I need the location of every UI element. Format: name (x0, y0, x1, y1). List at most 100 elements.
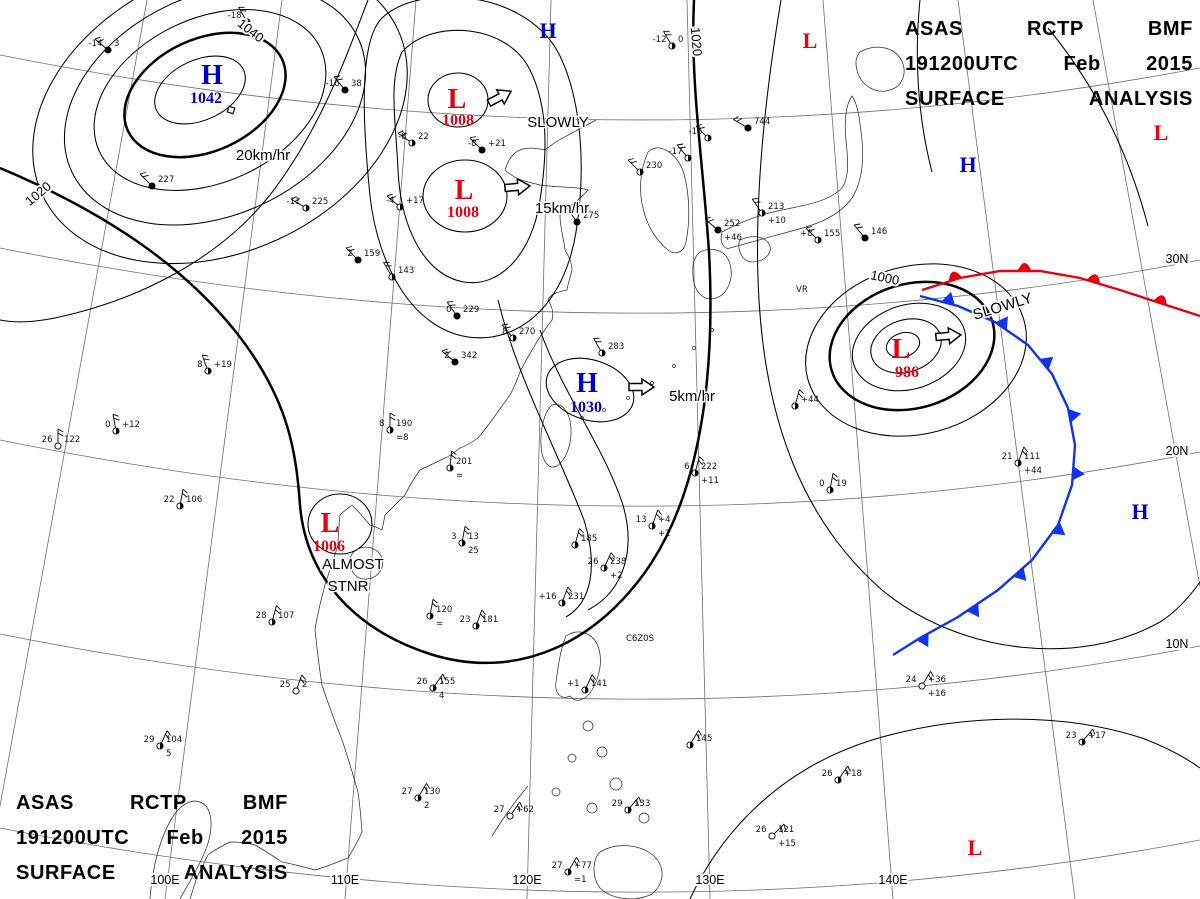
station-value-right: 190 (396, 419, 412, 429)
station-value-right: 143 (398, 266, 414, 276)
title-word: 2015 (1146, 53, 1193, 75)
station-value-left: +8 (800, 229, 813, 239)
station-plot: 27 +62 (494, 801, 534, 820)
title-word: BMF (242, 792, 288, 814)
station-value-right: +17 (1088, 731, 1106, 741)
wind-barb-icon (272, 605, 281, 620)
station-value-left: 8 (197, 360, 202, 370)
station-plot: 8 270 (501, 323, 535, 342)
station-value-right: 141 (591, 679, 607, 689)
station-plot: 8 190 =8 (379, 412, 412, 443)
wind-barb-icon (773, 823, 786, 835)
station-value-right: 744 (754, 117, 770, 127)
warm-front-pip (1086, 274, 1101, 285)
title-word: 2015 (241, 827, 288, 849)
station-value-right: 133 (634, 799, 650, 809)
station-cloud-cover-icon (573, 218, 581, 226)
station-value-right: 22 (418, 132, 429, 142)
isobar-value-label: 1020 (22, 179, 54, 209)
pressure-center-value: 1042 (190, 90, 222, 107)
wind-barb-icon (575, 528, 584, 543)
station-value-right: 227 (158, 175, 174, 185)
wind-barb-icon (566, 207, 576, 220)
pressure-center-value: 1008 (447, 204, 479, 221)
center-position-marker (226, 105, 236, 115)
station-value-left: 29 (144, 735, 155, 745)
title-word: 191200UTC (905, 53, 1019, 75)
coast-mindanao (593, 845, 663, 899)
wind-barb-icon (446, 301, 456, 314)
misc-small-label: C6Z0S (626, 634, 654, 644)
station-value-left: 23 (1066, 731, 1077, 741)
station-plot: -8 +21 (468, 136, 506, 154)
station-value-right: 275 (583, 211, 599, 221)
station-value-left: -18 (228, 11, 242, 21)
station-value-left: 29 (612, 799, 623, 809)
pressure-center-L: L (1154, 120, 1169, 145)
station-value-right: 238 (610, 557, 626, 567)
station-value-lower: +10 (768, 216, 786, 226)
pressure-center-letter: H (959, 152, 976, 177)
wind-barb-icon (238, 6, 247, 20)
wind-barb-icon (419, 783, 430, 796)
station-value-left: 27 (494, 805, 505, 815)
wind-barb-icon (751, 198, 761, 211)
station-value-left: 27 (402, 787, 413, 797)
wind-barb-icon (629, 796, 642, 808)
station-value-lower: +46 (724, 233, 742, 243)
station-plot: 28 107 (256, 605, 294, 626)
station-value-right: 270 (519, 327, 535, 337)
station-value-lower: =1 (574, 875, 587, 885)
station-value-left: 26 (588, 557, 599, 567)
cold-front-pip (916, 633, 929, 648)
station-value-left: 26 (417, 677, 428, 687)
station-cloud-cover-icon (918, 682, 926, 690)
pressure-center-letter: L (1154, 120, 1169, 145)
title-word: ASAS (16, 792, 74, 814)
title-line-2: 191200UTC Feb 2015 (16, 827, 288, 850)
station-value-right: 130 (424, 787, 440, 797)
movement-label: 5km/hr (669, 388, 715, 405)
station-plot: 3 13 25 (451, 525, 479, 556)
station-cloud-cover-icon (744, 124, 752, 132)
wind-barb-icon (160, 730, 171, 744)
station-plot: 26 121 +15 (756, 823, 796, 849)
station-value-left: 21 (1002, 452, 1013, 462)
station-cloud-cover-icon (506, 812, 514, 820)
station-value-left: 26 (756, 825, 767, 835)
longitude-label: 110E (331, 873, 359, 887)
coast-hainan (349, 546, 384, 580)
wind-barb-icon (383, 261, 392, 275)
movement-label: 15km/hr (535, 200, 589, 217)
station-plot: 227 (139, 172, 174, 190)
pressure-center-H: H (959, 152, 976, 177)
wind-barb-icon (386, 193, 398, 206)
station-value-right: 2 (302, 680, 307, 690)
pressure-center-letter: L (968, 835, 983, 860)
station-plot: 0 +12 (105, 413, 140, 435)
coast-taiwan (540, 404, 572, 468)
movement-arrow-icon (628, 377, 656, 397)
longitude-label: 130E (695, 873, 724, 887)
station-plot: +1 141 (567, 674, 607, 694)
coast-kyushu (692, 249, 732, 300)
wind-barb-icon (839, 765, 851, 778)
wind-barb-icon (695, 456, 704, 471)
wind-barb-icon (805, 226, 817, 239)
wind-barb-icon (462, 525, 470, 540)
station-plot: -12 0 (653, 30, 683, 50)
station-value-left: 13 (636, 515, 647, 525)
wind-barb-icon (733, 116, 746, 127)
station-value-left: 2 (444, 351, 449, 361)
pressure-center-letter: L (455, 175, 474, 206)
wind-barb-icon (652, 509, 662, 524)
station-plot: 26 155 4 (417, 673, 455, 701)
station-plot: 27 130 2 (402, 783, 440, 811)
wind-barb-icon (94, 36, 106, 49)
title-word: BMF (1147, 18, 1193, 40)
